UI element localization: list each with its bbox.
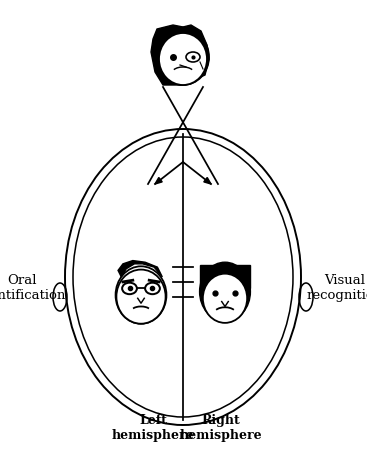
Text: Left
hemisphere: Left hemisphere bbox=[112, 413, 194, 441]
Text: Right
hemisphere: Right hemisphere bbox=[180, 413, 262, 441]
Text: Oral
identification: Oral identification bbox=[0, 273, 66, 301]
Text: Visual
recognition: Visual recognition bbox=[307, 273, 367, 301]
Polygon shape bbox=[204, 178, 211, 185]
Ellipse shape bbox=[157, 30, 209, 86]
Ellipse shape bbox=[159, 34, 207, 86]
Ellipse shape bbox=[116, 270, 166, 324]
Ellipse shape bbox=[203, 274, 247, 323]
Polygon shape bbox=[118, 261, 162, 278]
Ellipse shape bbox=[116, 267, 166, 324]
Polygon shape bbox=[151, 26, 183, 86]
Polygon shape bbox=[183, 26, 209, 86]
Polygon shape bbox=[200, 266, 250, 289]
Ellipse shape bbox=[200, 263, 250, 322]
Polygon shape bbox=[155, 178, 162, 185]
